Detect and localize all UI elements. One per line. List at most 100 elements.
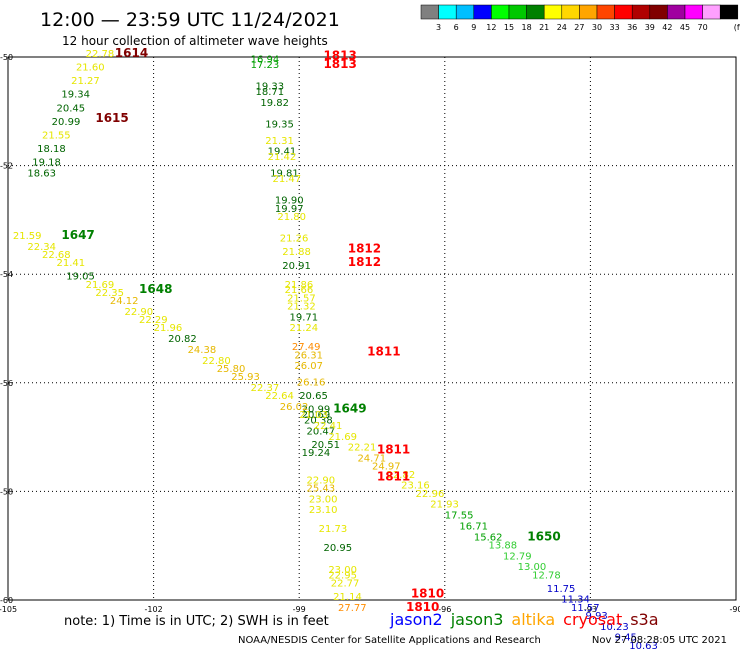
swh-value-label: 22.37: [251, 383, 280, 394]
pass-number-label: 1811: [377, 470, 410, 484]
colorbar-swatch: [491, 4, 510, 20]
swh-value-label: 22.21: [348, 443, 377, 454]
swh-value-label: 20.99: [52, 117, 81, 128]
swh-value-label: 21.80: [277, 212, 306, 223]
swh-value-label: 13.88: [488, 540, 517, 551]
swh-value-label: 20.69: [302, 410, 331, 421]
colorbar-tick-label: 42: [662, 23, 672, 32]
swh-value-label: 21.96: [154, 323, 183, 334]
swh-value-label: 10.63: [629, 641, 658, 650]
colorbar-swatch: [543, 4, 563, 20]
satellite-legend: jason2 jason3 altika cryosat s3a: [389, 610, 659, 629]
colorbar-tick-label: 18: [522, 23, 532, 32]
pass-number-label: 1649: [333, 402, 366, 416]
colorbar-tick-label: 6: [454, 23, 459, 32]
colorbar-tick-label: 33: [610, 23, 620, 32]
swh-value-label: 21.59: [13, 231, 42, 242]
swh-value-label: 25.80: [217, 364, 246, 375]
footer-note: note: 1) Time is in UTC; 2) SWH is in fe…: [64, 614, 329, 629]
swh-value-label: 19.18: [32, 158, 61, 169]
swh-value-label: 25.43: [306, 483, 335, 494]
x-tick-label: -96: [438, 605, 451, 614]
satellite-legend-item: jason3: [450, 610, 504, 629]
swh-value-label: 26.31: [294, 350, 323, 361]
colorbar-tick-label: 12: [486, 23, 496, 32]
swh-value-label: 21.26: [280, 234, 309, 245]
swh-value-label: 21.47: [273, 174, 302, 185]
swh-value-label: 21.86: [285, 280, 314, 291]
grid-lines: [8, 57, 736, 600]
swh-value-label: 20.82: [168, 334, 197, 345]
colorbar-tick-label: 15: [504, 23, 514, 32]
swh-value-label: 20.47: [306, 426, 335, 437]
colorbar-tick-label: 24: [557, 23, 567, 32]
swh-value-label: 20.99: [302, 405, 331, 416]
swh-value-label: 22.78: [86, 49, 115, 60]
colorbar-swatch: [526, 4, 545, 20]
swh-value-label: 20.91: [282, 261, 311, 272]
colorbar-swatch: [719, 4, 739, 20]
swh-value-label: 23.00: [328, 565, 357, 576]
swh-value-label: 21.03: [299, 410, 328, 421]
swh-value-label: 27.49: [292, 342, 321, 353]
pass-number-label: 1615: [95, 111, 128, 125]
swh-value-label: 21.88: [282, 247, 311, 258]
pass-number-label: 1648: [139, 282, 172, 296]
colorbar-tick-label: 70: [698, 23, 708, 32]
credit-text: NOAA/NESDIS Center for Satellite Applica…: [238, 635, 541, 646]
colorbar-tick-label: 39: [645, 23, 655, 32]
x-tick-label: -90: [729, 605, 740, 614]
swh-value-label: 25.93: [231, 372, 260, 383]
satellite-legend-item: cryosat: [563, 610, 622, 629]
colorbar-swatch: [614, 4, 633, 20]
swh-value-label: 21.31: [265, 136, 294, 147]
swh-value-label: 22.77: [331, 578, 360, 589]
swh-value-label: 23.10: [309, 505, 338, 516]
swh-value-label: 19.33: [256, 82, 285, 93]
swh-value-label: 19.34: [61, 90, 90, 101]
swh-value-label: 11.75: [547, 584, 576, 595]
timestamp-text: Nov 27 08:28:05 UTC 2021: [592, 635, 727, 646]
swh-value-label: 9.93: [586, 611, 608, 622]
x-tick-label: -93: [584, 605, 597, 614]
swh-value-label: 18.18: [37, 144, 66, 155]
swh-value-label: 21.42: [268, 152, 297, 163]
satellite-legend-item: jason2: [389, 610, 443, 629]
colorbar-swatch: [473, 4, 492, 20]
swh-value-label: 19.71: [289, 312, 318, 323]
y-tick-label: -60: [0, 596, 13, 605]
swh-value-label: 24.97: [372, 462, 401, 473]
colorbar-swatch: [684, 4, 703, 20]
colorbar-tick-label: 3: [436, 23, 441, 32]
pass-number-label: 1811: [367, 345, 400, 359]
colorbar-swatch: [667, 4, 686, 20]
swh-value-label: 22.34: [27, 242, 56, 253]
swh-value-label: 19.90: [275, 196, 304, 207]
swh-value-label: 26.07: [294, 361, 323, 372]
swh-value-label: 17.23: [251, 60, 280, 71]
y-tick-label: -56: [0, 379, 13, 388]
swh-value-label: 10.23: [600, 622, 629, 633]
swh-value-label: 19.05: [66, 272, 95, 283]
colorbar-swatch: [631, 4, 651, 20]
colorbar-tick-label: 27: [574, 23, 584, 32]
colorbar-swatch: [702, 4, 721, 20]
colorbar-swatch: [420, 4, 439, 20]
swh-value-label: 21.27: [71, 76, 100, 87]
swh-value-label: 26.02: [280, 402, 309, 413]
colorbar-tick-label: 9: [471, 23, 476, 32]
pass-number-label: 1812: [348, 241, 381, 255]
swh-value-label: 22.68: [42, 250, 71, 261]
y-tick-label: -52: [0, 162, 13, 171]
swh-value-label: 11.34: [561, 595, 590, 606]
colorbar-tick-label: 30: [592, 23, 602, 32]
pass-number-label: 1811: [377, 442, 410, 456]
swh-value-label: 19.81: [270, 168, 299, 179]
swh-value-label: 27.77: [338, 603, 367, 614]
swh-value-label: 24.71: [357, 454, 386, 465]
swh-value-label: 22.96: [416, 489, 445, 500]
colorbar-tick-label: 21: [539, 23, 549, 32]
